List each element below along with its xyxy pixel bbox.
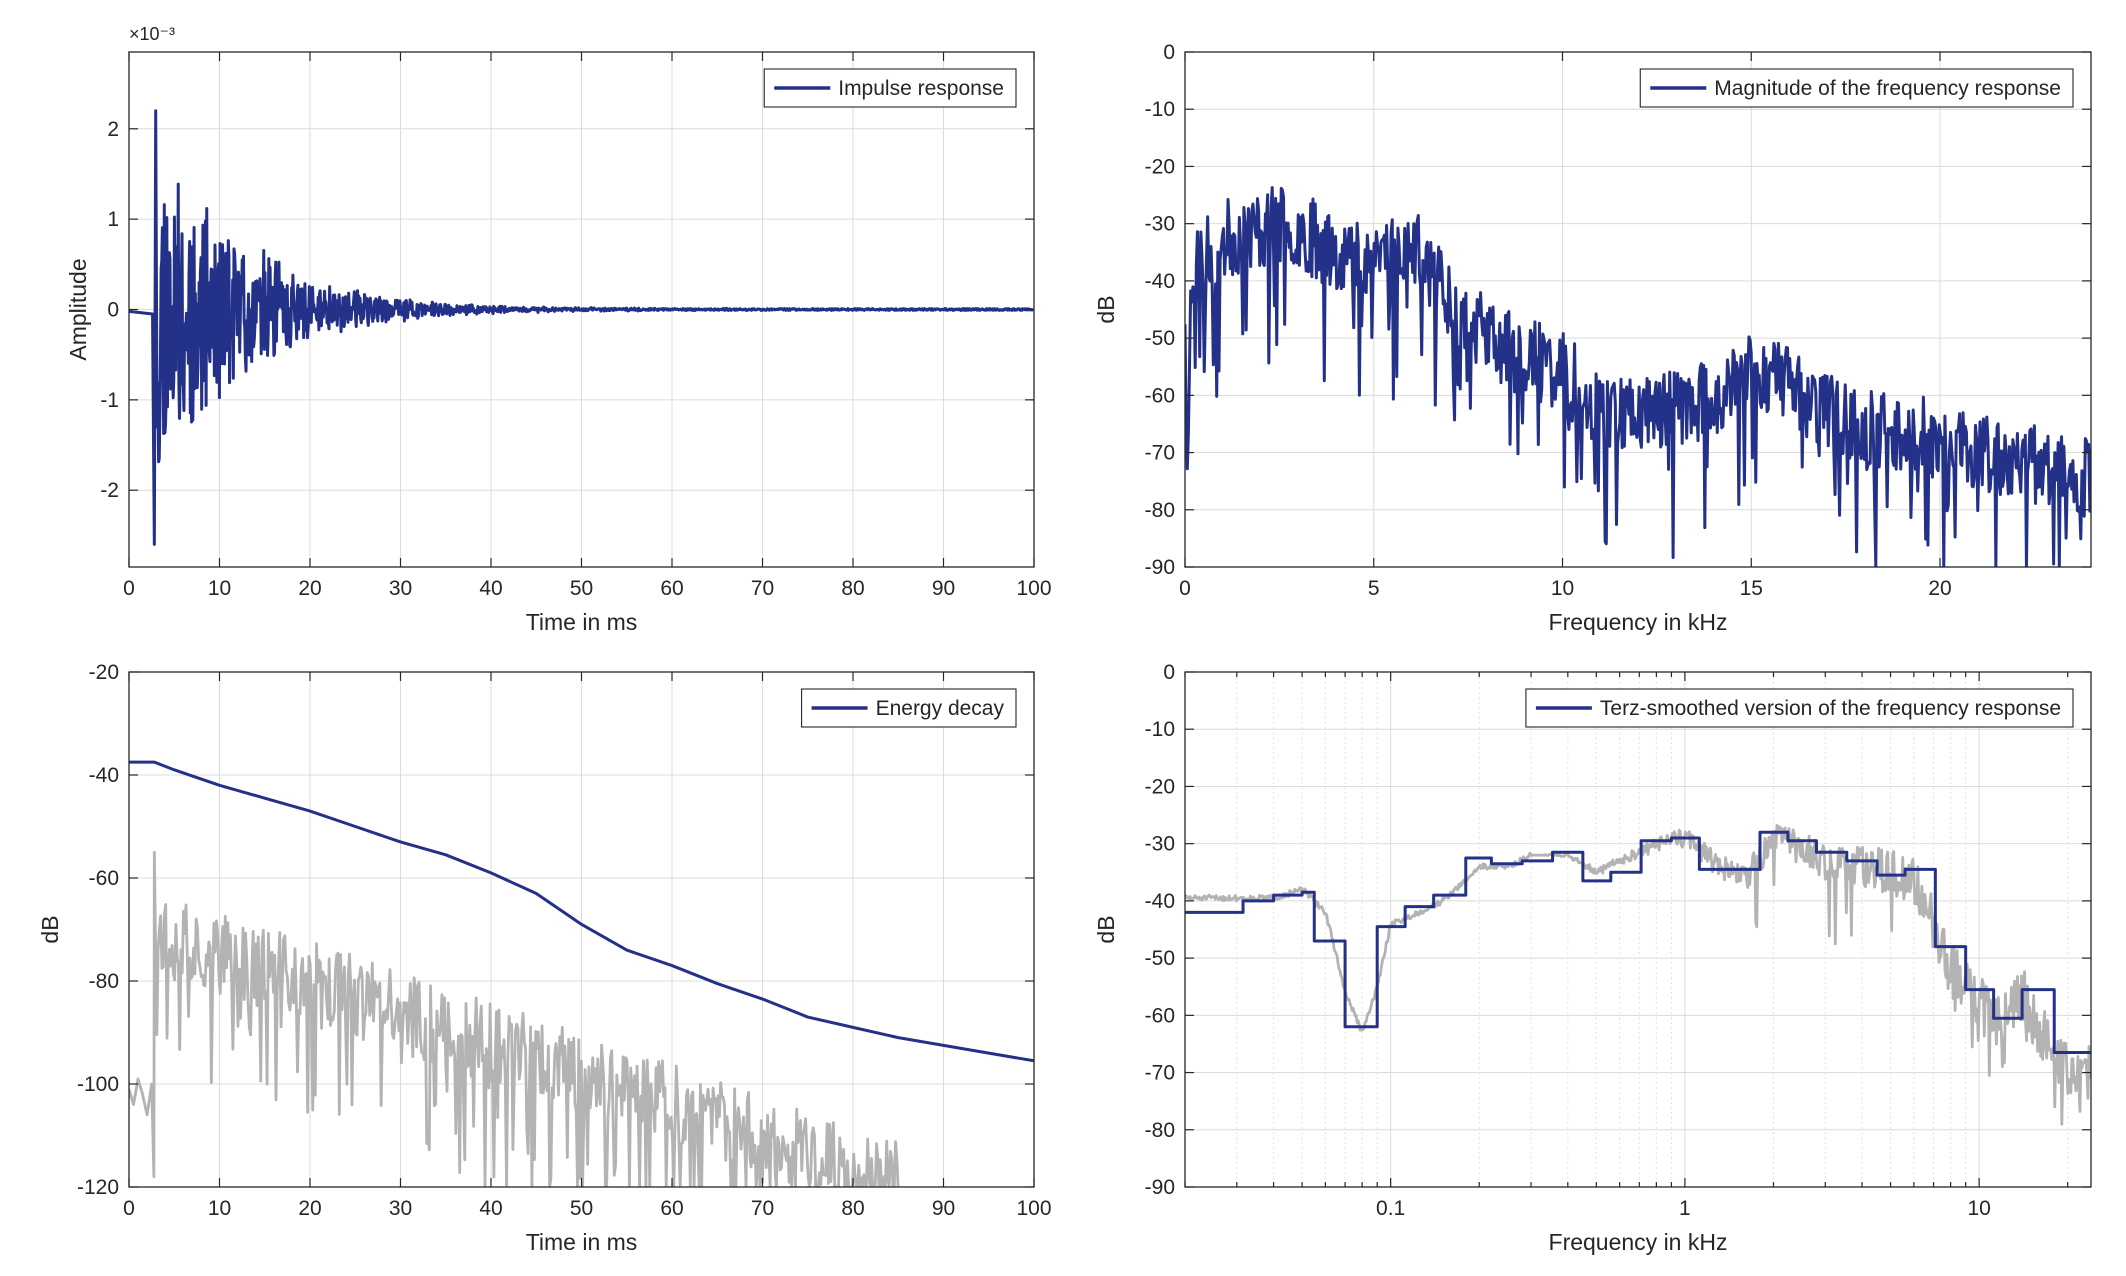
x-tick-label: 80: [841, 1197, 864, 1220]
series-line-magnitude-of-the-frequency-response: [1185, 186, 2091, 567]
y-axis-label: dB: [1093, 295, 1119, 323]
y-tick-label: -10: [1145, 98, 1175, 121]
y-axis-label: Amplitude: [65, 258, 91, 360]
y-tick-label: -70: [1145, 442, 1175, 465]
reference-series-line: [129, 850, 900, 1187]
magnitude-response-panel: 0 5 10 15 20 -90 -80 -70 -60 -50 -40 -30 -20 -10 0 Freq…: [1093, 41, 2092, 635]
y-tick-label: -1: [100, 389, 119, 412]
legend: Magnitude of the frequency response: [1639, 68, 2074, 108]
x-tick-label: 10: [1551, 577, 1574, 600]
x-axis-label: Time in ms: [526, 609, 638, 635]
legend: Terz-smoothed version of the frequency r…: [1525, 688, 2074, 728]
y-tick-label: -60: [89, 867, 119, 890]
x-tick-label: 30: [389, 577, 412, 600]
y-tick-label: -50: [1145, 947, 1175, 970]
y-tick-label: -20: [89, 661, 119, 684]
series-line-terz-smoothed-version-of-the-frequency-response: [1185, 830, 2091, 1055]
y-tick-label: -30: [1145, 833, 1175, 856]
x-tick-label: 60: [660, 577, 683, 600]
axes-box: [1184, 671, 2092, 1188]
legend-label: Terz-smoothed version of the frequency r…: [1600, 697, 2061, 720]
y-tick-label: -60: [1145, 1004, 1175, 1027]
x-tick-label: 40: [479, 577, 502, 600]
y-tick-label: -2: [100, 479, 119, 502]
x-tick-label: 90: [932, 1197, 955, 1220]
y-tick-label: -10: [1145, 718, 1175, 741]
legend-label: Energy decay: [876, 697, 1005, 720]
x-tick-label: 15: [1740, 577, 1763, 600]
y-exponent-label: ×10⁻³: [129, 24, 175, 44]
x-tick-label: 0: [123, 577, 135, 600]
y-tick-label: -90: [1145, 556, 1175, 579]
y-tick-label: -40: [89, 764, 119, 787]
x-tick-label: 1: [1679, 1197, 1691, 1220]
y-tick-label: 2: [107, 118, 119, 141]
legend-box: [1525, 688, 2074, 728]
x-tick-label: 5: [1368, 577, 1380, 600]
x-tick-label: 70: [751, 1197, 774, 1220]
y-tick-label: -120: [77, 1176, 119, 1199]
y-tick-label: 0: [1163, 661, 1175, 684]
plot-area: [1185, 186, 2091, 567]
x-tick-label: 20: [298, 1197, 321, 1220]
legend-box: [1639, 68, 2074, 108]
series-line-energy-decay: [129, 760, 1034, 1063]
y-axis-label: dB: [37, 915, 63, 943]
y-tick-label: -50: [1145, 327, 1175, 350]
y-tick-label: -60: [1145, 384, 1175, 407]
x-tick-label: 0.1: [1376, 1197, 1405, 1220]
x-axis-label: Frequency in kHz: [1549, 1229, 1728, 1255]
x-tick-label: 60: [660, 1197, 683, 1220]
x-tick-label: 50: [570, 577, 593, 600]
x-tick-label: 20: [298, 577, 321, 600]
energy-decay-panel: 0 10 20 30 40 50 60 70 80 90 100 -120 -100 -80 -60 -40 -…: [37, 661, 1052, 1255]
legend-label: Magnitude of the frequency response: [1714, 77, 2061, 100]
legend: Impulse response: [763, 68, 1017, 108]
x-tick-label: 10: [1967, 1197, 1990, 1220]
x-tick-label: 10: [208, 1197, 231, 1220]
y-tick-label: -100: [77, 1073, 119, 1096]
y-tick-label: 1: [107, 208, 119, 231]
impulse-response-panel: 0 10 20 30 40 50 60 70 80 90 100 -2 -1 0 1 2 Time in ms A…: [65, 24, 1052, 635]
plot-area: [1185, 824, 2091, 1126]
legend: Energy decay: [801, 688, 1017, 728]
x-axis-label: Frequency in kHz: [1549, 609, 1728, 635]
x-tick-label: 100: [1016, 1197, 1051, 1220]
x-tick-label: 20: [1928, 577, 1951, 600]
legend-label: Impulse response: [838, 77, 1004, 100]
x-tick-label: 0: [1179, 577, 1191, 600]
x-tick-label: 100: [1016, 577, 1051, 600]
x-tick-label: 30: [389, 1197, 412, 1220]
axes-box: [1184, 51, 2092, 568]
x-tick-label: 90: [932, 577, 955, 600]
y-tick-label: -70: [1145, 1062, 1175, 1085]
y-tick-label: -40: [1145, 890, 1175, 913]
y-tick-label: -20: [1145, 155, 1175, 178]
plot-area: [129, 760, 1034, 1187]
reference-series-line: [1185, 824, 2091, 1126]
y-tick-label: -30: [1145, 213, 1175, 236]
y-tick-label: -80: [1145, 1119, 1175, 1142]
x-tick-label: 80: [841, 577, 864, 600]
y-tick-label: -80: [89, 970, 119, 993]
y-tick-label: -40: [1145, 270, 1175, 293]
x-tick-label: 70: [751, 577, 774, 600]
series-line-impulse-response: [129, 109, 1034, 546]
plot-area: [129, 109, 1034, 546]
y-tick-label: -90: [1145, 1176, 1175, 1199]
x-axis-label: Time in ms: [526, 1229, 638, 1255]
y-tick-label: 0: [107, 299, 119, 322]
y-tick-label: -80: [1145, 499, 1175, 522]
x-tick-label: 50: [570, 1197, 593, 1220]
x-tick-label: 0: [123, 1197, 135, 1220]
terz-smoothed-panel: 0.1 1 10 -90 -80 -70 -60 -50 -40 -30 -20 -10 0 Freque…: [1093, 661, 2092, 1255]
y-tick-label: -20: [1145, 775, 1175, 798]
x-tick-label: 40: [479, 1197, 502, 1220]
x-tick-label: 10: [208, 577, 231, 600]
y-axis-label: dB: [1093, 915, 1119, 943]
y-tick-label: 0: [1163, 41, 1175, 64]
